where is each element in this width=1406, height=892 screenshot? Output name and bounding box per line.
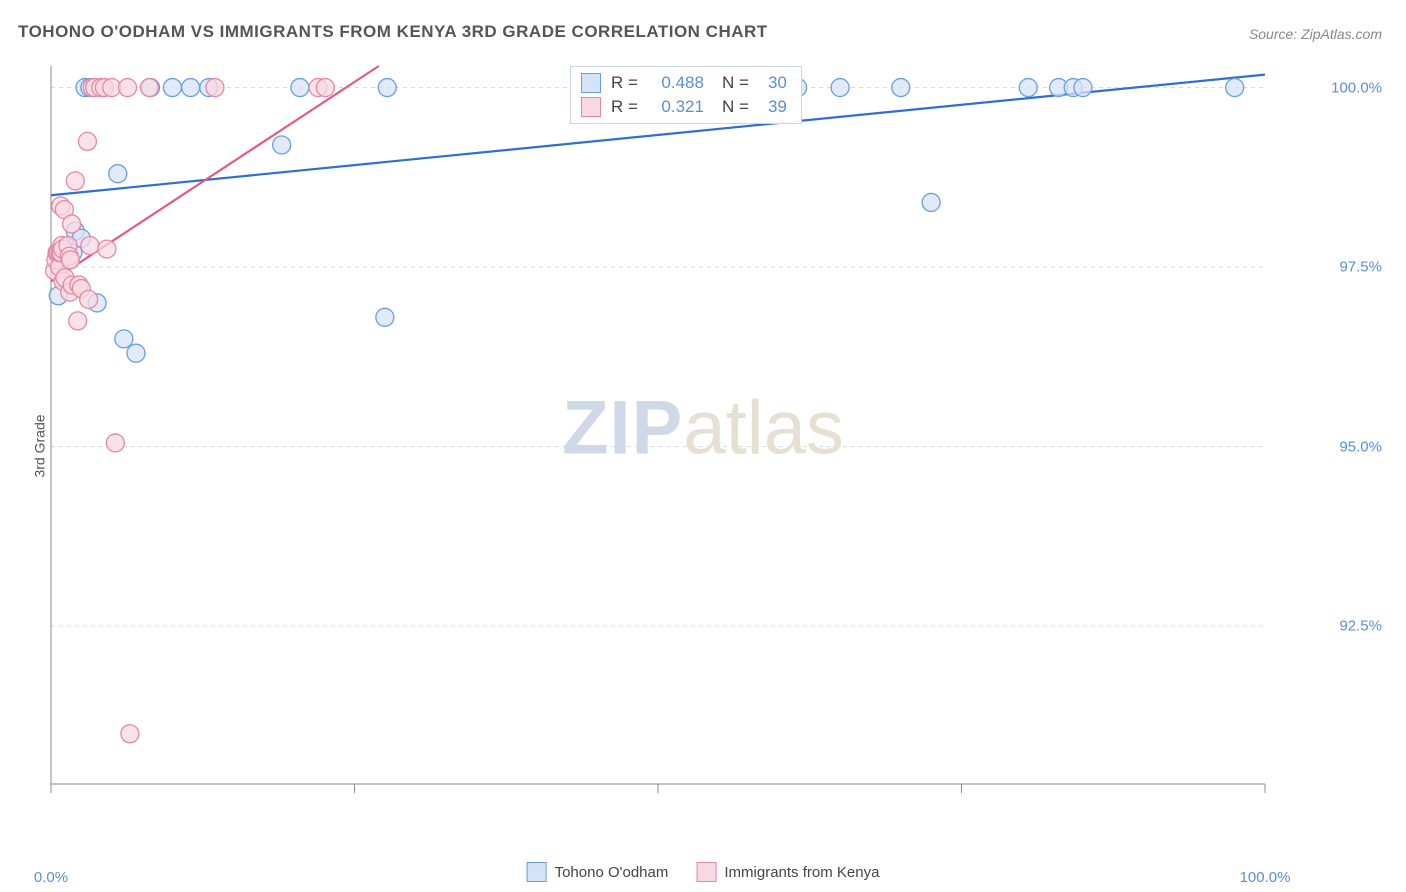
scatter-point (206, 79, 224, 97)
scatter-point (316, 79, 334, 97)
legend-swatch (527, 862, 547, 882)
scatter-point (163, 79, 181, 97)
y-tick-label: 97.5% (1339, 259, 1382, 276)
stat-n-value: 39 (759, 95, 787, 119)
scatter-point (127, 344, 145, 362)
chart-title: TOHONO O'ODHAM VS IMMIGRANTS FROM KENYA … (18, 22, 768, 42)
scatter-point (291, 79, 309, 97)
scatter-point (118, 79, 136, 97)
stat-r-value: 0.488 (648, 71, 704, 95)
x-tick-label: 100.0% (1240, 869, 1291, 886)
scatter-point (98, 240, 116, 258)
stats-row: R = 0.321 N = 39 (581, 95, 787, 119)
stat-r-value: 0.321 (648, 95, 704, 119)
scatter-point (109, 165, 127, 183)
scatter-plot (45, 60, 1365, 830)
scatter-point (376, 308, 394, 326)
y-tick-label: 100.0% (1331, 79, 1382, 96)
scatter-point (66, 172, 84, 190)
x-tick-label: 0.0% (34, 869, 68, 886)
legend-label: Immigrants from Kenya (724, 864, 879, 881)
scatter-point (78, 132, 96, 150)
scatter-point (182, 79, 200, 97)
scatter-point (106, 434, 124, 452)
scatter-point (922, 193, 940, 211)
y-tick-label: 95.0% (1339, 438, 1382, 455)
stat-n-label: N = (722, 95, 749, 119)
scatter-point (121, 725, 139, 743)
scatter-point (378, 79, 396, 97)
legend-swatch (581, 97, 601, 117)
scatter-point (1074, 79, 1092, 97)
stat-r-label: R = (611, 95, 638, 119)
scatter-point (63, 215, 81, 233)
legend-item: Tohono O'odham (527, 862, 669, 882)
legend-swatch (696, 862, 716, 882)
stat-n-value: 30 (759, 71, 787, 95)
scatter-point (1226, 79, 1244, 97)
source-attribution: Source: ZipAtlas.com (1249, 26, 1382, 42)
scatter-point (273, 136, 291, 154)
scatter-point (69, 312, 87, 330)
scatter-point (831, 79, 849, 97)
scatter-point (115, 330, 133, 348)
stat-n-label: N = (722, 71, 749, 95)
scatter-point (1019, 79, 1037, 97)
y-tick-label: 92.5% (1339, 618, 1382, 635)
stats-legend-box: R = 0.488 N = 30 R = 0.321 N = 39 (570, 66, 802, 124)
scatter-point (61, 251, 79, 269)
scatter-point (80, 290, 98, 308)
scatter-point (81, 237, 99, 255)
scatter-point (892, 79, 910, 97)
scatter-point (140, 79, 158, 97)
bottom-legend: Tohono O'odham Immigrants from Kenya (527, 862, 880, 882)
stats-row: R = 0.488 N = 30 (581, 71, 787, 95)
stat-r-label: R = (611, 71, 638, 95)
legend-label: Tohono O'odham (555, 864, 669, 881)
legend-item: Immigrants from Kenya (696, 862, 879, 882)
legend-swatch (581, 73, 601, 93)
